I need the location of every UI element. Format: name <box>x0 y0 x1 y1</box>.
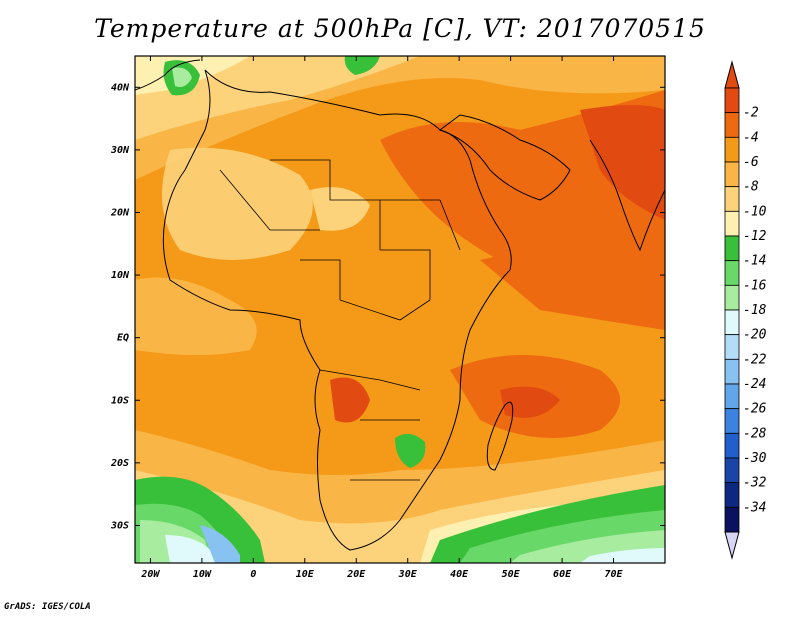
y-tick-label: 10N <box>111 270 130 281</box>
colorbar-segment <box>724 408 740 434</box>
field-west-atlantic <box>135 277 257 355</box>
colorbar-segment <box>724 358 740 385</box>
coastlines <box>135 59 665 551</box>
india-coastline <box>589 139 665 252</box>
credit-text: GrADS: IGES/COLA <box>4 602 91 612</box>
y-tick-label: 20S <box>110 458 129 469</box>
map-title: Temperature at 500hPa [C], VT: 201707051… <box>94 14 706 43</box>
colorbar-label: -6 <box>743 155 759 170</box>
x-tick-label: 10W <box>193 569 212 580</box>
y-tick-label: 40N <box>111 82 130 93</box>
colorbar-label: -12 <box>743 229 767 244</box>
x-tick-label: 20E <box>346 569 366 580</box>
field-cyan-se <box>580 548 665 563</box>
colorbar-segment <box>724 235 740 262</box>
y-tick-label: 10S <box>111 395 129 406</box>
colorbar-label: -32 <box>743 476 767 491</box>
field-warm-arabian <box>480 250 665 330</box>
colorbar-top-arrow <box>724 60 740 89</box>
y-tick-label: 30S <box>110 520 129 531</box>
madagascar-coastline <box>486 401 514 471</box>
x-tick-label: 40E <box>450 569 469 580</box>
colorbar-label: -34 <box>743 500 766 515</box>
colorbar-segment <box>724 161 740 188</box>
field-cyan-sw <box>165 535 215 563</box>
colorbar-label: -22 <box>743 352 767 367</box>
colorbar-label: -20 <box>743 328 767 343</box>
x-axis: 20W 10W 0 10E 20E 30E 40E 50E 60E 70E <box>140 56 624 580</box>
x-tick-label: 70E <box>605 569 624 580</box>
x-tick-label: 0 <box>250 569 256 580</box>
field-green-zimbabwe <box>395 433 426 468</box>
colorbar-segment <box>724 506 740 533</box>
colorbar-segment <box>724 309 740 336</box>
colorbar-label: -16 <box>743 278 767 293</box>
colorbar-segment <box>724 87 740 114</box>
plot-frame <box>134 55 666 564</box>
colorbar-segment <box>724 260 740 286</box>
colorbar-label: -28 <box>743 426 767 441</box>
field-green-balkans <box>344 56 380 75</box>
colorbar-segment <box>724 186 740 212</box>
colorbar-segment <box>724 112 740 138</box>
y-tick-label: EQ <box>117 333 129 344</box>
x-tick-label: 30E <box>398 569 418 580</box>
colorbar-label: -4 <box>743 130 759 145</box>
field-warm-india <box>580 105 665 220</box>
colorbar-label: -10 <box>743 204 767 219</box>
colorbar-label: -30 <box>743 451 767 466</box>
temperature-field <box>135 56 665 563</box>
field-blue-sw <box>200 525 240 563</box>
arabia-coastline <box>438 114 571 201</box>
colorbar-segment <box>724 383 740 410</box>
colorbar-label: -2 <box>743 106 759 121</box>
x-tick-label: 50E <box>502 569 521 580</box>
y-axis: 40N 30N 20N 10N EQ 10S 20S 30S <box>110 82 665 531</box>
x-tick-label: 10E <box>296 569 315 580</box>
y-tick-label: 30N <box>110 145 130 156</box>
field-sahara-pale <box>162 147 313 260</box>
colorbar: -2 -4 -6 -8 -10 -12 -14 -16 -18 -20 -22 -24 -26 -28 -3… <box>724 60 767 560</box>
field-sahara-pale2 <box>310 187 370 231</box>
country-borders <box>219 159 461 481</box>
colorbar-segment <box>724 482 740 508</box>
colorbar-segment <box>724 136 740 163</box>
colorbar-segment <box>724 210 740 237</box>
colorbar-bottom-arrow <box>724 531 740 560</box>
field-hot-south-io <box>500 386 560 418</box>
colorbar-segment <box>724 457 740 484</box>
colorbar-label: -24 <box>743 377 766 392</box>
colorbar-label: -14 <box>743 254 766 269</box>
x-tick-label: 20W <box>140 569 160 580</box>
colorbar-segment <box>724 284 740 311</box>
colorbar-segment <box>724 334 740 360</box>
colorbar-label: -8 <box>743 180 759 195</box>
colorbar-label: -26 <box>743 402 767 417</box>
x-tick-label: 60E <box>553 569 572 580</box>
y-tick-label: 20N <box>110 207 130 218</box>
iberia-coastline <box>135 59 201 91</box>
field-hot-angola <box>330 377 370 423</box>
field-palegreen-iberia <box>172 67 192 87</box>
colorbar-label: -18 <box>743 303 767 318</box>
colorbar-segment <box>724 432 740 459</box>
